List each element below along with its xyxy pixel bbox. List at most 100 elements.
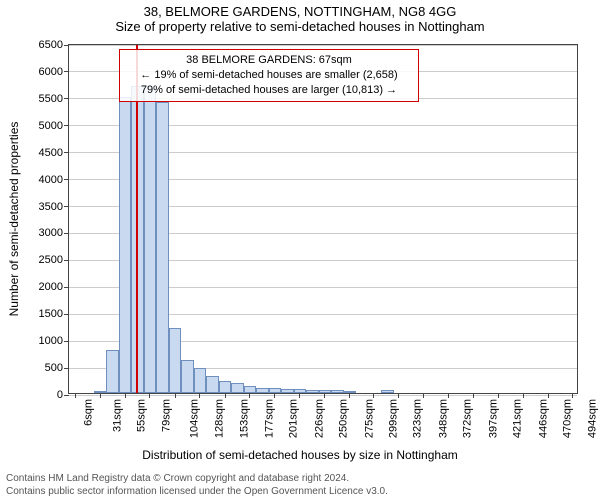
annotation-box: 38 BELMORE GARDENS: 67sqm← 19% of semi-d… bbox=[119, 49, 419, 102]
y-tick-label: 1000 bbox=[39, 335, 63, 347]
y-tick-mark bbox=[64, 98, 69, 99]
x-tick-label: 79sqm bbox=[160, 399, 172, 432]
y-tick-mark bbox=[64, 341, 69, 342]
y-tick-mark bbox=[64, 152, 69, 153]
y-tick-label: 3500 bbox=[39, 201, 63, 213]
x-tick-mark bbox=[149, 393, 150, 398]
histogram-bar bbox=[194, 368, 206, 393]
x-tick-mark bbox=[473, 393, 474, 398]
x-tick-mark bbox=[373, 393, 374, 398]
x-tick-mark bbox=[125, 393, 126, 398]
x-tick-mark bbox=[423, 393, 424, 398]
x-tick-label: 201sqm bbox=[288, 399, 300, 438]
x-tick-mark bbox=[199, 393, 200, 398]
y-tick-label: 3000 bbox=[39, 227, 63, 239]
y-tick-mark bbox=[64, 260, 69, 261]
histogram-bar bbox=[156, 102, 168, 393]
x-tick-mark bbox=[324, 393, 325, 398]
y-tick-mark bbox=[64, 71, 69, 72]
histogram-bar bbox=[306, 390, 318, 393]
footer: Contains HM Land Registry data © Crown c… bbox=[0, 473, 600, 498]
x-tick-label: 153sqm bbox=[239, 399, 251, 438]
x-tick-label: 397sqm bbox=[488, 399, 500, 438]
histogram-bar bbox=[231, 383, 243, 393]
y-tick-mark bbox=[64, 314, 69, 315]
x-tick-mark bbox=[249, 393, 250, 398]
y-tick-mark bbox=[64, 233, 69, 234]
y-tick-mark bbox=[64, 368, 69, 369]
y-tick-mark bbox=[64, 395, 69, 396]
x-tick-label: 250sqm bbox=[338, 399, 350, 438]
chart-area: 0500100015002000250030003500400045005000… bbox=[68, 44, 578, 394]
x-tick-mark bbox=[299, 393, 300, 398]
x-tick-label: 446sqm bbox=[537, 399, 549, 438]
y-tick-label: 6000 bbox=[39, 66, 63, 78]
x-tick-mark bbox=[225, 393, 226, 398]
y-tick-mark bbox=[64, 125, 69, 126]
y-tick-label: 500 bbox=[45, 362, 63, 374]
histogram-bar bbox=[106, 350, 118, 393]
histogram-bar bbox=[256, 388, 268, 393]
y-tick-mark bbox=[64, 45, 69, 46]
x-tick-mark bbox=[274, 393, 275, 398]
x-tick-label: 372sqm bbox=[462, 399, 474, 438]
x-tick-mark bbox=[448, 393, 449, 398]
x-tick-label: 275sqm bbox=[363, 399, 375, 438]
footer-line-1: Contains HM Land Registry data © Crown c… bbox=[6, 473, 594, 486]
y-tick-mark bbox=[64, 179, 69, 180]
x-tick-label: 323sqm bbox=[412, 399, 424, 438]
x-tick-label: 31sqm bbox=[111, 399, 123, 432]
histogram-bar bbox=[181, 360, 193, 393]
annotation-line: 79% of semi-detached houses are larger (… bbox=[126, 83, 412, 98]
gridline-h bbox=[69, 45, 577, 46]
histogram-bar bbox=[119, 97, 131, 393]
x-tick-mark bbox=[75, 393, 76, 398]
annotation-line: 38 BELMORE GARDENS: 67sqm bbox=[126, 53, 412, 68]
x-tick-label: 494sqm bbox=[586, 399, 598, 438]
histogram-bar bbox=[281, 389, 293, 393]
histogram-bar bbox=[269, 388, 281, 393]
x-tick-mark bbox=[572, 393, 573, 398]
histogram-bar bbox=[381, 390, 393, 393]
x-tick-label: 470sqm bbox=[562, 399, 574, 438]
y-tick-label: 0 bbox=[57, 389, 63, 401]
x-tick-label: 226sqm bbox=[313, 399, 325, 438]
x-tick-mark bbox=[349, 393, 350, 398]
x-tick-label: 348sqm bbox=[438, 399, 450, 438]
x-tick-label: 421sqm bbox=[512, 399, 524, 438]
x-tick-label: 55sqm bbox=[136, 399, 148, 432]
y-tick-label: 4000 bbox=[39, 174, 63, 186]
title-line-2: Size of property relative to semi-detach… bbox=[0, 19, 600, 36]
x-tick-mark bbox=[398, 393, 399, 398]
footer-line-2: Contains public sector information licen… bbox=[6, 486, 594, 499]
x-tick-label: 299sqm bbox=[388, 399, 400, 438]
histogram-bar bbox=[169, 328, 181, 393]
histogram-bar bbox=[319, 390, 331, 393]
x-axis-label: Distribution of semi-detached houses by … bbox=[0, 448, 600, 462]
x-tick-label: 104sqm bbox=[189, 399, 201, 438]
histogram-bar bbox=[344, 391, 356, 393]
x-tick-mark bbox=[523, 393, 524, 398]
annotation-line: ← 19% of semi-detached houses are smalle… bbox=[126, 68, 412, 83]
figure: 38, BELMORE GARDENS, NOTTINGHAM, NG8 4GG… bbox=[0, 0, 600, 500]
y-tick-label: 4500 bbox=[39, 147, 63, 159]
x-tick-mark bbox=[175, 393, 176, 398]
y-tick-label: 5500 bbox=[39, 93, 63, 105]
histogram-bar bbox=[144, 86, 156, 393]
histogram-bar bbox=[244, 386, 256, 393]
histogram-bar bbox=[331, 390, 343, 393]
title-line-1: 38, BELMORE GARDENS, NOTTINGHAM, NG8 4GG bbox=[0, 0, 600, 19]
plot-region: 0500100015002000250030003500400045005000… bbox=[68, 44, 578, 394]
x-tick-mark bbox=[100, 393, 101, 398]
y-tick-label: 5000 bbox=[39, 120, 63, 132]
histogram-bar bbox=[294, 389, 306, 393]
histogram-bar bbox=[206, 376, 218, 393]
histogram-bar bbox=[219, 381, 231, 393]
x-tick-label: 6sqm bbox=[83, 399, 95, 426]
x-tick-label: 177sqm bbox=[263, 399, 275, 438]
y-tick-mark bbox=[64, 206, 69, 207]
y-tick-label: 2500 bbox=[39, 254, 63, 266]
y-tick-label: 6500 bbox=[39, 39, 63, 51]
y-tick-label: 2000 bbox=[39, 281, 63, 293]
y-axis-label: Number of semi-detached properties bbox=[7, 122, 21, 317]
